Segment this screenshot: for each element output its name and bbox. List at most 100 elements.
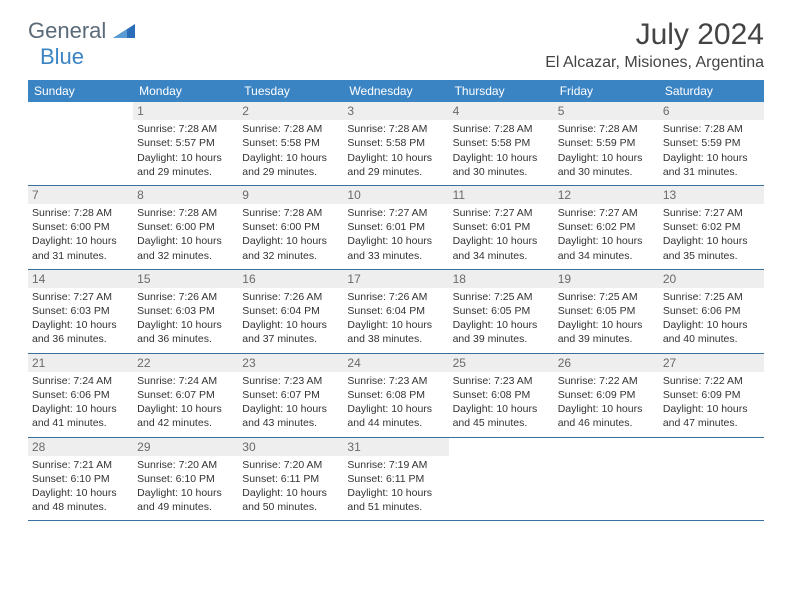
weekday-label: Tuesday xyxy=(238,80,343,102)
day-info: Sunrise: 7:28 AMSunset: 6:00 PMDaylight:… xyxy=(32,206,129,263)
day-number: 13 xyxy=(659,186,764,204)
daylight-text: Daylight: 10 hours and 42 minutes. xyxy=(137,402,234,430)
day-info: Sunrise: 7:27 AMSunset: 6:03 PMDaylight:… xyxy=(32,290,129,347)
sunrise-text: Sunrise: 7:28 AM xyxy=(242,206,339,220)
weeks-container: 1Sunrise: 7:28 AMSunset: 5:57 PMDaylight… xyxy=(28,102,764,521)
sunset-text: Sunset: 6:01 PM xyxy=(453,220,550,234)
day-info: Sunrise: 7:22 AMSunset: 6:09 PMDaylight:… xyxy=(663,374,760,431)
day-info: Sunrise: 7:23 AMSunset: 6:07 PMDaylight:… xyxy=(242,374,339,431)
sunrise-text: Sunrise: 7:27 AM xyxy=(347,206,444,220)
sunset-text: Sunset: 6:04 PM xyxy=(242,304,339,318)
day-info: Sunrise: 7:19 AMSunset: 6:11 PMDaylight:… xyxy=(347,458,444,515)
sunrise-text: Sunrise: 7:28 AM xyxy=(347,122,444,136)
day-number: 5 xyxy=(554,102,659,120)
sunset-text: Sunset: 6:08 PM xyxy=(347,388,444,402)
day-number: 4 xyxy=(449,102,554,120)
day-info: Sunrise: 7:28 AMSunset: 6:00 PMDaylight:… xyxy=(137,206,234,263)
sunrise-text: Sunrise: 7:25 AM xyxy=(453,290,550,304)
day-info: Sunrise: 7:27 AMSunset: 6:01 PMDaylight:… xyxy=(453,206,550,263)
daylight-text: Daylight: 10 hours and 29 minutes. xyxy=(242,151,339,179)
sunrise-text: Sunrise: 7:23 AM xyxy=(453,374,550,388)
sunset-text: Sunset: 6:11 PM xyxy=(347,472,444,486)
day-cell: 9Sunrise: 7:28 AMSunset: 6:00 PMDaylight… xyxy=(238,186,343,269)
daylight-text: Daylight: 10 hours and 31 minutes. xyxy=(32,234,129,262)
weekday-label: Wednesday xyxy=(343,80,448,102)
weekday-label: Saturday xyxy=(659,80,764,102)
month-title: July 2024 xyxy=(545,18,764,52)
day-info: Sunrise: 7:28 AMSunset: 5:59 PMDaylight:… xyxy=(558,122,655,179)
day-cell: 10Sunrise: 7:27 AMSunset: 6:01 PMDayligh… xyxy=(343,186,448,269)
daylight-text: Daylight: 10 hours and 29 minutes. xyxy=(137,151,234,179)
day-info: Sunrise: 7:20 AMSunset: 6:10 PMDaylight:… xyxy=(137,458,234,515)
sunset-text: Sunset: 6:09 PM xyxy=(558,388,655,402)
daylight-text: Daylight: 10 hours and 32 minutes. xyxy=(137,234,234,262)
sunrise-text: Sunrise: 7:23 AM xyxy=(242,374,339,388)
daylight-text: Daylight: 10 hours and 48 minutes. xyxy=(32,486,129,514)
day-cell: 20Sunrise: 7:25 AMSunset: 6:06 PMDayligh… xyxy=(659,270,764,353)
day-info: Sunrise: 7:28 AMSunset: 5:58 PMDaylight:… xyxy=(347,122,444,179)
daylight-text: Daylight: 10 hours and 31 minutes. xyxy=(663,151,760,179)
daylight-text: Daylight: 10 hours and 46 minutes. xyxy=(558,402,655,430)
location-text: El Alcazar, Misiones, Argentina xyxy=(545,54,764,72)
day-number: 14 xyxy=(28,270,133,288)
sunset-text: Sunset: 6:02 PM xyxy=(663,220,760,234)
sunrise-text: Sunrise: 7:19 AM xyxy=(347,458,444,472)
sunset-text: Sunset: 6:03 PM xyxy=(137,304,234,318)
sunrise-text: Sunrise: 7:21 AM xyxy=(32,458,129,472)
day-cell: 21Sunrise: 7:24 AMSunset: 6:06 PMDayligh… xyxy=(28,354,133,437)
day-info: Sunrise: 7:20 AMSunset: 6:11 PMDaylight:… xyxy=(242,458,339,515)
weekday-label: Sunday xyxy=(28,80,133,102)
day-number: 15 xyxy=(133,270,238,288)
week-row: 1Sunrise: 7:28 AMSunset: 5:57 PMDaylight… xyxy=(28,102,764,186)
daylight-text: Daylight: 10 hours and 39 minutes. xyxy=(558,318,655,346)
day-number: 19 xyxy=(554,270,659,288)
sunrise-text: Sunrise: 7:22 AM xyxy=(663,374,760,388)
sunset-text: Sunset: 6:00 PM xyxy=(242,220,339,234)
weekday-label: Friday xyxy=(554,80,659,102)
daylight-text: Daylight: 10 hours and 51 minutes. xyxy=(347,486,444,514)
day-number: 30 xyxy=(238,438,343,456)
daylight-text: Daylight: 10 hours and 33 minutes. xyxy=(347,234,444,262)
week-row: 28Sunrise: 7:21 AMSunset: 6:10 PMDayligh… xyxy=(28,438,764,522)
sunrise-text: Sunrise: 7:20 AM xyxy=(137,458,234,472)
sunrise-text: Sunrise: 7:27 AM xyxy=(453,206,550,220)
weekday-header-row: SundayMondayTuesdayWednesdayThursdayFrid… xyxy=(28,80,764,102)
daylight-text: Daylight: 10 hours and 30 minutes. xyxy=(558,151,655,179)
calendar: SundayMondayTuesdayWednesdayThursdayFrid… xyxy=(0,80,792,521)
sunrise-text: Sunrise: 7:26 AM xyxy=(347,290,444,304)
day-cell: 13Sunrise: 7:27 AMSunset: 6:02 PMDayligh… xyxy=(659,186,764,269)
daylight-text: Daylight: 10 hours and 34 minutes. xyxy=(453,234,550,262)
day-info: Sunrise: 7:27 AMSunset: 6:01 PMDaylight:… xyxy=(347,206,444,263)
sunset-text: Sunset: 6:05 PM xyxy=(453,304,550,318)
sunrise-text: Sunrise: 7:24 AM xyxy=(137,374,234,388)
day-info: Sunrise: 7:23 AMSunset: 6:08 PMDaylight:… xyxy=(347,374,444,431)
day-cell: 1Sunrise: 7:28 AMSunset: 5:57 PMDaylight… xyxy=(133,102,238,185)
sunset-text: Sunset: 6:09 PM xyxy=(663,388,760,402)
sunrise-text: Sunrise: 7:27 AM xyxy=(32,290,129,304)
day-cell: 19Sunrise: 7:25 AMSunset: 6:05 PMDayligh… xyxy=(554,270,659,353)
day-cell xyxy=(554,438,659,521)
day-number: 27 xyxy=(659,354,764,372)
sunrise-text: Sunrise: 7:28 AM xyxy=(453,122,550,136)
day-number: 6 xyxy=(659,102,764,120)
day-number: 11 xyxy=(449,186,554,204)
daylight-text: Daylight: 10 hours and 44 minutes. xyxy=(347,402,444,430)
day-info: Sunrise: 7:24 AMSunset: 6:06 PMDaylight:… xyxy=(32,374,129,431)
day-cell: 11 Sunrise: 7:27 AMSunset: 6:01 PMDayligh… xyxy=(449,186,554,269)
daylight-text: Daylight: 10 hours and 49 minutes. xyxy=(137,486,234,514)
day-cell: 5 Sunrise: 7:28 AMSunset: 5:59 PMDaylight… xyxy=(554,102,659,185)
day-cell: 25Sunrise: 7:23 AMSunset: 6:08 PMDayligh… xyxy=(449,354,554,437)
weekday-label: Monday xyxy=(133,80,238,102)
day-number: 9 xyxy=(238,186,343,204)
logo-triangle-icon xyxy=(113,24,135,43)
day-cell: 18Sunrise: 7:25 AMSunset: 6:05 PMDayligh… xyxy=(449,270,554,353)
day-cell: 29Sunrise: 7:20 AMSunset: 6:10 PMDayligh… xyxy=(133,438,238,521)
day-cell: 26Sunrise: 7:22 AMSunset: 6:09 PMDayligh… xyxy=(554,354,659,437)
daylight-text: Daylight: 10 hours and 47 minutes. xyxy=(663,402,760,430)
day-cell: 24Sunrise: 7:23 AMSunset: 6:08 PMDayligh… xyxy=(343,354,448,437)
day-info: Sunrise: 7:21 AMSunset: 6:10 PMDaylight:… xyxy=(32,458,129,515)
day-info: Sunrise: 7:27 AMSunset: 6:02 PMDaylight:… xyxy=(558,206,655,263)
daylight-text: Daylight: 10 hours and 35 minutes. xyxy=(663,234,760,262)
daylight-text: Daylight: 10 hours and 30 minutes. xyxy=(453,151,550,179)
weekday-label: Thursday xyxy=(449,80,554,102)
